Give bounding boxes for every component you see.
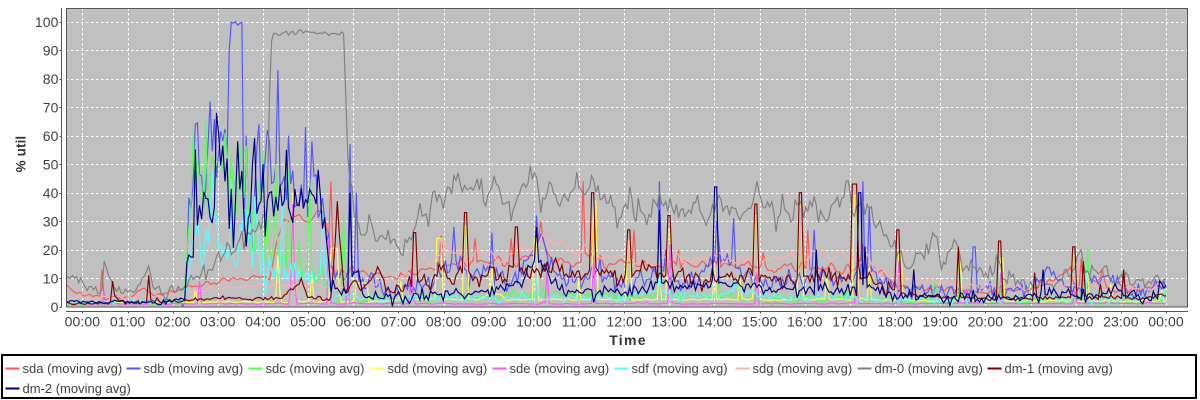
- svg-text:13:00: 13:00: [652, 314, 688, 330]
- svg-text:60: 60: [43, 128, 59, 144]
- svg-text:01:00: 01:00: [110, 314, 146, 330]
- svg-text:sdd (moving avg): sdd (moving avg): [388, 361, 488, 376]
- svg-text:90: 90: [43, 43, 59, 59]
- svg-text:80: 80: [43, 71, 59, 87]
- svg-text:19:00: 19:00: [922, 314, 958, 330]
- svg-text:Time: Time: [609, 332, 647, 348]
- svg-text:100: 100: [35, 14, 59, 30]
- svg-text:40: 40: [43, 185, 59, 201]
- svg-text:70: 70: [43, 100, 59, 116]
- svg-text:50: 50: [43, 157, 59, 173]
- svg-text:sde (moving avg): sde (moving avg): [510, 361, 610, 376]
- svg-text:sdf (moving avg): sdf (moving avg): [632, 361, 728, 376]
- svg-text:06:00: 06:00: [336, 314, 372, 330]
- svg-text:% util: % util: [14, 136, 29, 173]
- svg-text:20:00: 20:00: [968, 314, 1004, 330]
- svg-text:04:00: 04:00: [245, 314, 281, 330]
- svg-text:12:00: 12:00: [606, 314, 642, 330]
- svg-text:07:00: 07:00: [381, 314, 417, 330]
- svg-text:17:00: 17:00: [832, 314, 868, 330]
- svg-text:dm-2 (moving avg): dm-2 (moving avg): [23, 381, 131, 396]
- svg-text:22:00: 22:00: [1058, 314, 1094, 330]
- svg-text:00:00: 00:00: [65, 314, 101, 330]
- svg-text:sdb (moving avg): sdb (moving avg): [144, 361, 244, 376]
- svg-text:08:00: 08:00: [426, 314, 462, 330]
- svg-text:11:00: 11:00: [562, 314, 597, 330]
- svg-text:0: 0: [51, 299, 59, 315]
- svg-text:16:00: 16:00: [787, 314, 823, 330]
- svg-text:10:00: 10:00: [516, 314, 552, 330]
- svg-text:21:00: 21:00: [1013, 314, 1049, 330]
- svg-text:14:00: 14:00: [697, 314, 733, 330]
- svg-text:23:00: 23:00: [1103, 314, 1139, 330]
- svg-text:09:00: 09:00: [471, 314, 507, 330]
- svg-text:sdc (moving avg): sdc (moving avg): [266, 361, 365, 376]
- svg-text:30: 30: [43, 214, 59, 230]
- svg-text:00:00: 00:00: [1148, 314, 1184, 330]
- svg-text:20: 20: [43, 242, 59, 258]
- svg-text:02:00: 02:00: [155, 314, 191, 330]
- svg-text:sdg (moving avg): sdg (moving avg): [753, 361, 853, 376]
- svg-text:05:00: 05:00: [290, 314, 326, 330]
- svg-text:10: 10: [43, 271, 59, 287]
- svg-text:18:00: 18:00: [877, 314, 913, 330]
- svg-text:03:00: 03:00: [200, 314, 236, 330]
- svg-text:sda (moving avg): sda (moving avg): [23, 361, 123, 376]
- svg-text:dm-1 (moving avg): dm-1 (moving avg): [1005, 361, 1113, 376]
- svg-text:dm-0 (moving avg): dm-0 (moving avg): [875, 361, 983, 376]
- svg-text:15:00: 15:00: [742, 314, 778, 330]
